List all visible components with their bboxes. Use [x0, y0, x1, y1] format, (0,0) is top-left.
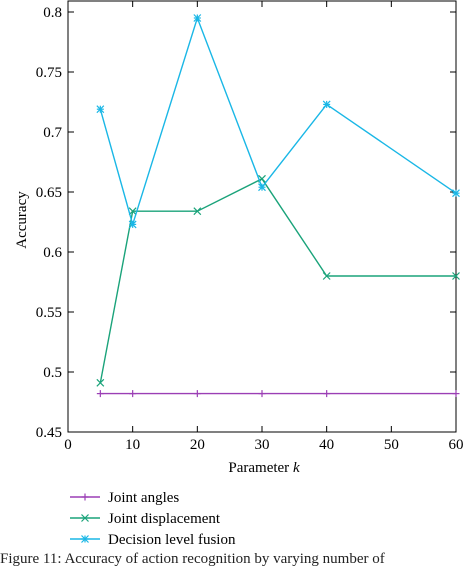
data-point-decision-level-fusion — [322, 100, 331, 109]
x-tick-label: 0 — [64, 437, 72, 453]
data-point-decision-level-fusion — [96, 105, 105, 114]
legend-marker-joint-displacement-stroke — [81, 514, 89, 522]
y-tick-label: 0.65 — [36, 185, 62, 201]
data-point-joint-angles — [258, 390, 266, 398]
data-point-joint-angles — [193, 390, 201, 398]
data-point-decision-level-fusion — [452, 189, 460, 198]
x-tick-label: 50 — [384, 437, 399, 453]
y-axis-ticks: 0.45 0.5 0.55 0.6 0.65 0.7 0.75 0.8 — [36, 5, 456, 441]
figure-caption: Figure 11: Accuracy of action recognitio… — [0, 552, 385, 567]
y-tick-label: 0.45 — [36, 425, 62, 441]
x-tick-label: 40 — [319, 437, 334, 453]
data-point-joint-displacement — [96, 378, 105, 387]
y-tick-label: 0.5 — [43, 365, 62, 381]
x-tick-label: 60 — [449, 437, 464, 453]
x-tick-label: 10 — [125, 437, 140, 453]
legend-label-decision-level-fusion: Decision level fusion — [108, 532, 236, 548]
series-line-decision-level-fusion — [99, 15, 457, 227]
x-axis-ticks: 0 10 20 30 40 50 60 — [64, 1, 464, 453]
legend-label-joint-displacement: Joint displacement — [108, 511, 221, 527]
x-tick-label: 30 — [255, 437, 270, 453]
data-point-joint-angles — [323, 390, 331, 398]
accuracy-chart: 0 10 20 30 40 50 60 0.450.50.550.60.650.70.750… — [14, 0, 464, 548]
series-line-joint-displacement — [99, 177, 456, 383]
legend-marker-joint-angles — [81, 493, 89, 501]
data-point-joint-angles — [129, 390, 137, 398]
legend-marker-joint-displacement — [81, 514, 89, 522]
plot-area — [67, 0, 457, 433]
legend-marker-decision-level-fusion-stroke — [81, 535, 89, 543]
data-point-decision-level-fusion-stroke — [452, 189, 460, 198]
data-point-joint-displacement — [322, 272, 331, 280]
legend-label-joint-angles: Joint angles — [108, 490, 179, 506]
legend: Joint angles Joint displacement Decision l… — [70, 490, 236, 548]
data-point-decision-level-fusion-stroke — [258, 183, 266, 192]
data-point-decision-level-fusion-stroke — [128, 220, 137, 229]
data-point-joint-displacement-stroke — [193, 207, 202, 216]
data-point-joint-displacement-stroke — [322, 272, 331, 280]
y-tick-label: 0.75 — [36, 65, 62, 81]
plot-frame — [67, 0, 457, 433]
data-point-decision-level-fusion — [193, 14, 202, 22]
data-point-joint-displacement — [193, 207, 202, 216]
y-tick-label: 0.6 — [43, 245, 62, 261]
legend-marker-decision-level-fusion — [81, 535, 89, 543]
x-tick-label: 20 — [190, 437, 205, 453]
data-point-decision-level-fusion-stroke — [322, 100, 331, 109]
series-layer — [96, 14, 460, 398]
data-point-joint-angles — [96, 390, 104, 398]
data-point-decision-level-fusion — [258, 183, 266, 192]
y-tick-label: 0.55 — [36, 305, 62, 321]
y-tick-label: 0.8 — [43, 5, 62, 21]
data-point-decision-level-fusion — [128, 220, 137, 229]
data-point-decision-level-fusion-stroke — [96, 105, 105, 114]
data-point-joint-displacement-stroke — [452, 272, 460, 280]
data-point-joint-displacement — [452, 272, 460, 280]
x-axis-title: Parameter k — [228, 460, 300, 476]
data-point-decision-level-fusion-stroke — [193, 14, 202, 22]
y-tick-label: 0.7 — [43, 125, 62, 141]
y-axis-title: Accuracy — [14, 191, 30, 249]
data-point-joint-displacement-stroke — [96, 378, 105, 387]
data-point-joint-angles — [452, 390, 460, 398]
